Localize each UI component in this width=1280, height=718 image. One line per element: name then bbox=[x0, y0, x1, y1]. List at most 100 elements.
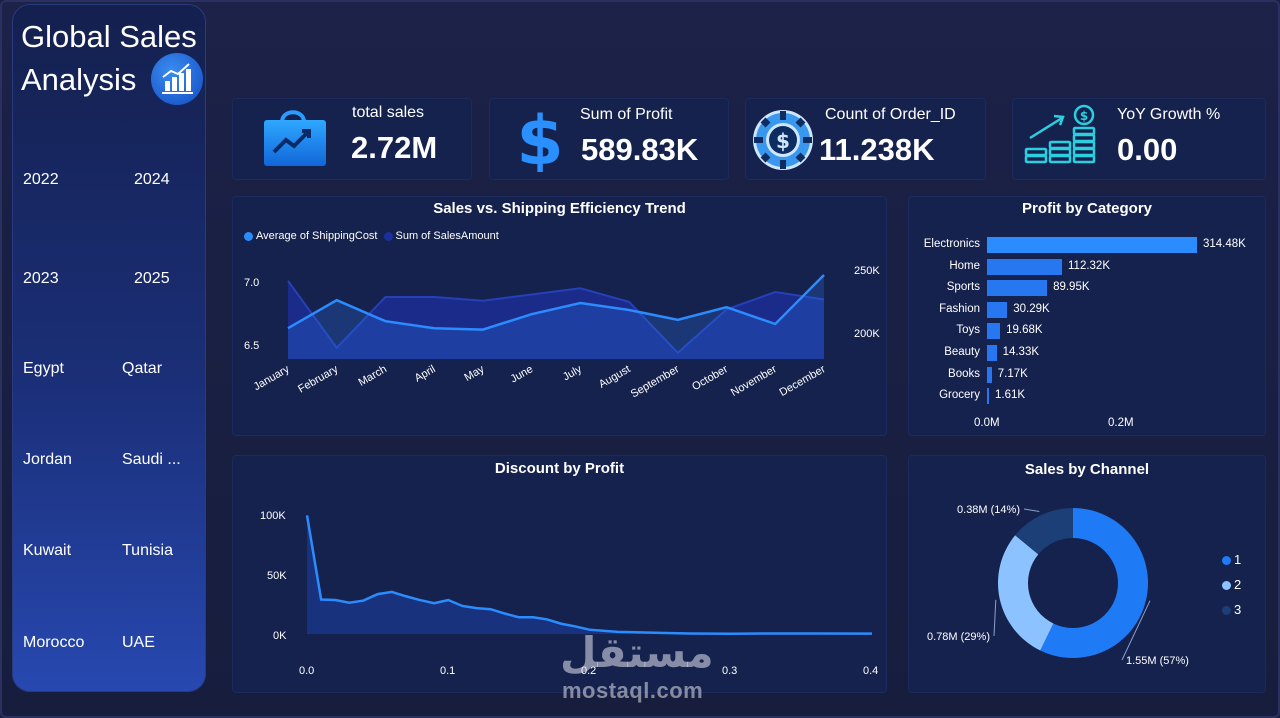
sales-line-series bbox=[287, 280, 825, 355]
x-axis-tick: November bbox=[729, 363, 779, 399]
x-axis-tick: 0.2 bbox=[581, 665, 596, 677]
kpi-label: total sales bbox=[352, 104, 425, 121]
trend-chart-panel: Sales vs. Shipping Efficiency Trend Aver… bbox=[232, 196, 887, 436]
donut-leader-line bbox=[993, 599, 997, 637]
year-slicer-2022[interactable]: 2022 bbox=[23, 171, 59, 188]
category-bar[interactable] bbox=[987, 301, 1008, 318]
legend-item-1[interactable]: 1 bbox=[1222, 552, 1241, 567]
x-axis-tick: February bbox=[296, 363, 341, 396]
category-bar[interactable] bbox=[987, 323, 1001, 340]
dollar-sign-icon: $ bbox=[513, 102, 567, 181]
x-axis-tick: 0.4 bbox=[863, 665, 878, 677]
donut-data-label: 1.55M (57%) bbox=[1126, 655, 1189, 667]
profit-line-series bbox=[305, 515, 873, 636]
legend-item-shipping[interactable]: Average of ShippingCost bbox=[244, 230, 378, 242]
shipping-area-series bbox=[288, 275, 824, 359]
category-bar[interactable] bbox=[987, 237, 1197, 253]
kpi-card-total-sales: total sales 2.72M bbox=[232, 98, 472, 180]
donut-slice-2 bbox=[998, 535, 1054, 651]
y-axis-tick: 50K bbox=[267, 570, 287, 582]
kpi-value: 11.238K bbox=[819, 132, 935, 167]
category-label: Toys bbox=[956, 324, 980, 337]
profit-by-category-panel: Profit by Category Electronics 314.48K Hom… bbox=[908, 196, 1266, 436]
svg-text:$: $ bbox=[1080, 109, 1088, 123]
x-axis-tick: August bbox=[597, 363, 633, 391]
year-slicer-2025[interactable]: 2025 bbox=[134, 270, 170, 287]
category-label: Grocery bbox=[939, 389, 980, 402]
donut-data-label: 0.38M (14%) bbox=[957, 504, 1020, 516]
country-slicer-saudi[interactable]: Saudi ... bbox=[122, 451, 181, 468]
chart-title: Profit by Category bbox=[1021, 200, 1153, 217]
donut-data-label: 0.78M (29%) bbox=[927, 631, 990, 643]
axis-tick: 0.0M bbox=[974, 417, 1000, 429]
chart-title: Sales vs. Shipping Efficiency Trend bbox=[433, 200, 686, 217]
x-axis-tick: 0.3 bbox=[722, 665, 737, 677]
country-slicer-egypt[interactable]: Egypt bbox=[23, 360, 64, 377]
legend-item-2[interactable]: 2 bbox=[1222, 577, 1241, 592]
category-bar-value: 19.68K bbox=[1006, 324, 1043, 337]
kpi-card-sum-of-profit: $ Sum of Profit 589.83K bbox=[489, 98, 729, 181]
sales-area-series bbox=[288, 280, 824, 359]
chart-title: Discount by Profit bbox=[494, 460, 625, 477]
country-slicer-morocco[interactable]: Morocco bbox=[23, 634, 85, 651]
kpi-label: Count of Order_ID bbox=[825, 106, 956, 123]
donut-leader-line bbox=[1121, 600, 1151, 661]
axis-tick: 0.2M bbox=[1108, 417, 1134, 429]
trend-chart: 7.0 6.5 250K 200K January February March Ap… bbox=[244, 265, 880, 401]
casino-chip-dollar-icon: $ bbox=[751, 108, 815, 172]
sales-by-channel-panel: Sales by Channel 1.55M (57%) 0.78M (29%) 0… bbox=[908, 455, 1266, 693]
y-axis-tick: 100K bbox=[260, 510, 286, 522]
watermark-text: mostaql.com bbox=[562, 678, 704, 703]
category-label: Sports bbox=[946, 281, 980, 294]
country-slicer-tunisia[interactable]: Tunisia bbox=[122, 542, 173, 559]
category-label: Electronics bbox=[923, 238, 980, 250]
category-bar-value: 30.29K bbox=[1013, 302, 1050, 315]
legend-item-3[interactable]: 3 bbox=[1222, 602, 1241, 617]
legend-item-sales[interactable]: Sum of SalesAmount bbox=[383, 230, 499, 242]
category-bar[interactable] bbox=[987, 258, 1062, 275]
category-bar[interactable] bbox=[987, 280, 1048, 297]
x-axis-tick: March bbox=[356, 363, 388, 389]
kpi-label: YoY Growth % bbox=[1117, 106, 1221, 123]
donut-chart: 1.55M (57%) 0.78M (29%) 0.38M (14%) bbox=[927, 504, 1189, 667]
year-slicer-2024[interactable]: 2024 bbox=[134, 171, 170, 188]
category-label: Home bbox=[949, 259, 980, 272]
x-axis-tick: October bbox=[690, 363, 730, 393]
analytics-chart-icon bbox=[151, 53, 203, 105]
x-axis-tick: 0.0 bbox=[299, 665, 314, 677]
left-axis-tick: 7.0 bbox=[244, 277, 259, 289]
y-axis-tick: 0K bbox=[273, 630, 287, 642]
chart-legend: Average of ShippingCost Sum of SalesAmou… bbox=[244, 230, 499, 242]
year-slicer-2023[interactable]: 2023 bbox=[23, 270, 59, 287]
kpi-value: 2.72M bbox=[351, 130, 438, 165]
category-bar[interactable] bbox=[987, 345, 997, 361]
category-bar-value: 14.33K bbox=[1002, 346, 1040, 358]
svg-text:$: $ bbox=[776, 129, 790, 153]
category-label: Beauty bbox=[944, 346, 980, 358]
profit-area-series bbox=[307, 515, 872, 634]
x-axis-tick: April bbox=[413, 363, 438, 384]
donut-slice-3 bbox=[1015, 508, 1073, 555]
shipping-line-series bbox=[287, 274, 825, 331]
watermark-arabic: مستقل bbox=[560, 628, 714, 677]
discount-by-profit-panel: Discount by Profit 100K 50K 0K 0.0 0.1 0… bbox=[232, 455, 887, 693]
country-slicer-jordan[interactable]: Jordan bbox=[23, 451, 72, 468]
country-slicer-kuwait[interactable]: Kuwait bbox=[23, 542, 72, 559]
category-bar[interactable] bbox=[987, 388, 989, 405]
kpi-card-order-count: $ Count of Order_ID 11.238K bbox=[745, 98, 986, 180]
x-axis-tick: December bbox=[778, 363, 828, 399]
category-bar[interactable] bbox=[987, 366, 992, 383]
kpi-value: 0.00 bbox=[1117, 132, 1178, 167]
right-axis-tick: 200K bbox=[854, 328, 880, 340]
donut-leader-line bbox=[1023, 508, 1040, 513]
left-axis-tick: 6.5 bbox=[244, 340, 259, 352]
x-axis-tick: July bbox=[561, 363, 584, 383]
coins-growth-icon: $ bbox=[1022, 104, 1106, 172]
discount-chart: 100K 50K 0K 0.0 0.1 0.2 0.3 0.4 bbox=[260, 510, 878, 677]
category-bar-value: 1.61K bbox=[995, 389, 1026, 402]
country-slicer-qatar[interactable]: Qatar bbox=[122, 360, 163, 377]
sidebar: Global Sales Analysis 2022 2024 2023 202… bbox=[12, 4, 206, 692]
kpi-label: Sum of Profit bbox=[580, 106, 673, 123]
donut-slice-1 bbox=[1040, 508, 1148, 658]
country-slicer-uae[interactable]: UAE bbox=[122, 634, 155, 651]
